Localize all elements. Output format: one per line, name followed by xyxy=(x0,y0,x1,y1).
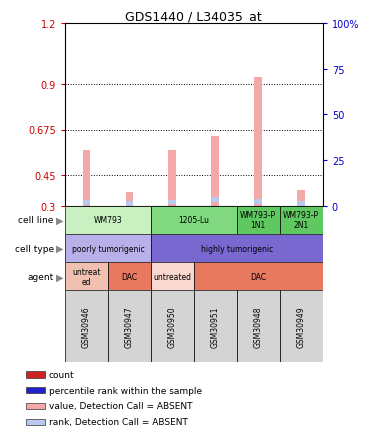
Bar xyxy=(194,263,323,291)
Text: WM793-P
1N1: WM793-P 1N1 xyxy=(240,210,276,230)
Text: poorly tumorigenic: poorly tumorigenic xyxy=(72,244,144,253)
Bar xyxy=(82,151,90,206)
Text: ▶: ▶ xyxy=(56,243,63,253)
Text: rank, Detection Call = ABSENT: rank, Detection Call = ABSENT xyxy=(49,418,188,426)
Bar xyxy=(125,193,133,206)
Bar xyxy=(26,372,45,378)
Text: untreated: untreated xyxy=(153,272,191,281)
Bar xyxy=(280,291,323,362)
Bar xyxy=(255,78,262,206)
Text: 1205-Lu: 1205-Lu xyxy=(178,216,209,225)
Bar xyxy=(151,234,323,263)
Title: GDS1440 / L34035_at: GDS1440 / L34035_at xyxy=(125,10,262,23)
Bar xyxy=(65,234,151,263)
Bar xyxy=(211,198,219,202)
Text: DAC: DAC xyxy=(250,272,266,281)
Text: WM793-P
2N1: WM793-P 2N1 xyxy=(283,210,319,230)
Bar xyxy=(151,263,194,291)
Bar xyxy=(298,191,305,206)
Text: count: count xyxy=(49,370,75,379)
Text: GSM30949: GSM30949 xyxy=(297,306,306,347)
Text: ▶: ▶ xyxy=(56,215,63,225)
Bar xyxy=(211,136,219,206)
Bar xyxy=(151,291,194,362)
Text: DAC: DAC xyxy=(121,272,137,281)
Bar xyxy=(280,206,323,234)
Bar xyxy=(26,387,45,394)
Bar xyxy=(65,291,108,362)
Text: GSM30946: GSM30946 xyxy=(82,306,91,347)
Text: value, Detection Call = ABSENT: value, Detection Call = ABSENT xyxy=(49,401,193,411)
Bar xyxy=(108,291,151,362)
Bar xyxy=(108,263,151,291)
Bar xyxy=(255,200,262,204)
Text: percentile rank within the sample: percentile rank within the sample xyxy=(49,386,202,395)
Text: ▶: ▶ xyxy=(56,272,63,282)
Bar xyxy=(237,291,280,362)
Bar xyxy=(168,151,176,206)
Bar xyxy=(82,201,90,205)
Text: GSM30950: GSM30950 xyxy=(168,306,177,347)
Bar xyxy=(151,206,237,234)
Text: agent: agent xyxy=(27,272,54,281)
Bar xyxy=(65,206,151,234)
Text: WM793: WM793 xyxy=(93,216,122,225)
Bar xyxy=(65,263,108,291)
Bar xyxy=(168,200,176,205)
Text: cell type: cell type xyxy=(15,244,54,253)
Text: GSM30951: GSM30951 xyxy=(211,306,220,347)
Bar xyxy=(298,202,305,206)
Text: GSM30947: GSM30947 xyxy=(125,306,134,347)
Text: highly tumorigenic: highly tumorigenic xyxy=(201,244,273,253)
Text: GSM30948: GSM30948 xyxy=(254,306,263,347)
Bar xyxy=(125,202,133,206)
Bar xyxy=(26,419,45,425)
Text: cell line: cell line xyxy=(19,216,54,225)
Bar xyxy=(237,206,280,234)
Bar xyxy=(194,291,237,362)
Bar xyxy=(26,403,45,409)
Text: untreat
ed: untreat ed xyxy=(72,267,101,286)
